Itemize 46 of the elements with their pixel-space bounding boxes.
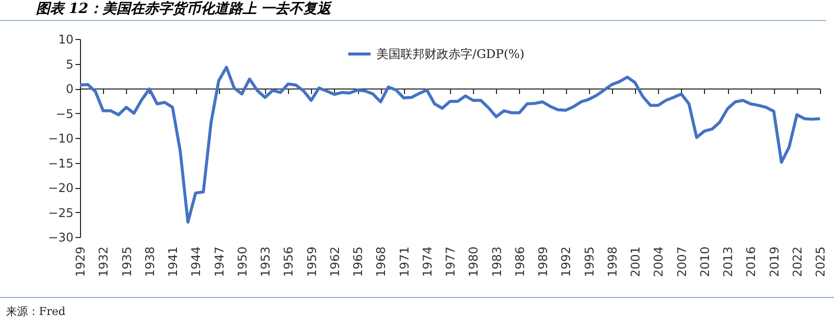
x-tick-label: 1959 [304,246,319,278]
x-tick-label: 1992 [559,246,574,278]
x-tick-label: 1932 [96,246,111,278]
x-tick-label: 2016 [744,246,758,278]
x-tick-label: 2019 [767,246,782,278]
x-tick-label: 2004 [652,246,666,278]
source-note: 来源：Fred [0,297,834,320]
x-tick-label: 1977 [444,246,458,278]
x-tick-label: 1971 [397,246,412,278]
x-tick-label: 1953 [258,246,272,278]
y-tick-label: −30 [48,230,74,244]
x-tick-label: 1968 [374,246,388,278]
y-tick-label: −5 [56,106,74,121]
x-tick-label: 1944 [189,246,204,278]
x-tick-label: 1974 [420,246,434,278]
y-tick-label: −25 [48,206,74,220]
x-tick-label: 2001 [628,246,642,278]
x-tick-label: 1947 [212,246,226,278]
y-tick-label: 0 [66,82,74,96]
x-tick-label: 2025 [814,246,828,278]
x-tick-label: 2007 [674,246,689,278]
chart-title: 图表 12：美国在赤字货币化道路上 一去不复返 [0,0,826,21]
x-tick-label: 1989 [536,246,550,278]
x-tick-label: 1938 [142,246,157,278]
x-tick-label: 1980 [466,246,481,278]
x-tick-label: 1965 [351,246,365,278]
y-tick-label: −20 [48,181,74,195]
y-tick-label: −15 [48,156,74,170]
x-tick-label: 1935 [120,246,134,278]
legend-label: 美国联邦财政赤字/GDP(%) [376,47,524,61]
x-tick-label: 1962 [328,246,342,278]
x-tick-label: 1941 [166,246,180,278]
x-tick-label: 1929 [74,246,88,278]
x-tick-label: 1983 [490,246,504,278]
x-tick-label: 1995 [582,246,596,278]
y-tick-label: 10 [58,32,74,46]
x-tick-label: 1950 [235,246,250,278]
x-tick-label: 1998 [605,246,620,278]
x-tick-label: 2013 [721,246,735,278]
x-tick-label: 1986 [512,246,527,278]
y-tick-label: 5 [66,57,74,72]
x-tick-label: 1956 [282,246,296,278]
y-tick-label: −10 [48,132,74,146]
x-tick-label: 2010 [698,246,712,278]
x-tick-label: 2022 [790,246,804,278]
line-series [78,66,822,224]
